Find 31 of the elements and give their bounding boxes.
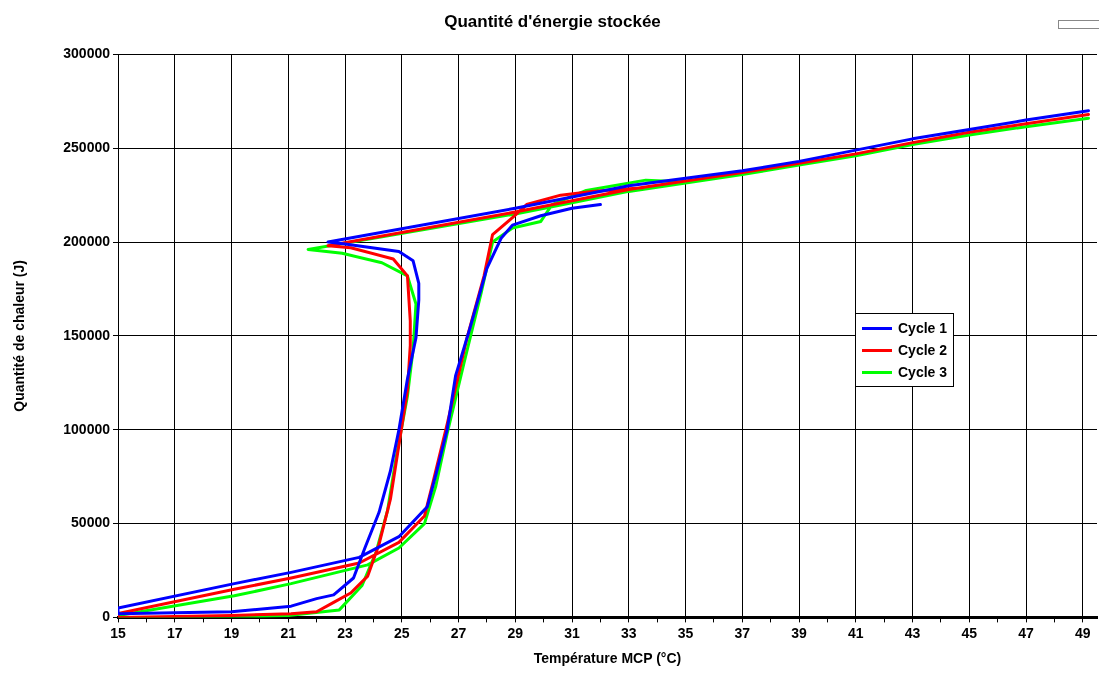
x-tick-label: 37 xyxy=(734,624,751,641)
x-tick-label: 33 xyxy=(620,624,637,641)
x-tick-label: 15 xyxy=(110,624,126,641)
x-tick-label: 21 xyxy=(280,624,297,641)
x-axis-title: Température MCP (°C) xyxy=(533,650,682,667)
x-tick-label: 17 xyxy=(166,624,183,641)
y-axis-title: Quantité de chaleur (J) xyxy=(11,260,28,412)
x-tick-label: 25 xyxy=(393,624,410,641)
y-tick-label: 250000 xyxy=(63,139,111,156)
x-tick-label: 31 xyxy=(564,624,581,641)
x-tick-label: 47 xyxy=(1018,624,1035,641)
y-tick-label: 50000 xyxy=(71,514,111,531)
chart-title: Quantité d'énergie stockée xyxy=(444,11,661,31)
y-tick-label: 100000 xyxy=(63,420,111,437)
y-tick-label: 200000 xyxy=(63,232,111,249)
y-tick-label: 0 xyxy=(102,608,111,625)
x-tick-label: 29 xyxy=(507,624,524,641)
x-tick-label: 35 xyxy=(677,624,694,641)
x-tick-label: 43 xyxy=(904,624,921,641)
legend-label: Cycle 2 xyxy=(898,342,948,358)
y-tick-label: 150000 xyxy=(63,326,111,343)
x-tick-label: 27 xyxy=(450,624,467,641)
y-tick-label: 300000 xyxy=(63,45,111,62)
x-tick-label: 49 xyxy=(1075,624,1091,641)
x-tick-label: 45 xyxy=(961,624,978,641)
legend-label: Cycle 3 xyxy=(898,364,948,380)
x-tick-label: 23 xyxy=(337,624,354,641)
x-tick-label: 39 xyxy=(791,624,808,641)
x-tick-label: 41 xyxy=(848,624,864,641)
legend-label: Cycle 1 xyxy=(898,320,948,336)
x-tick-label: 19 xyxy=(223,624,240,641)
